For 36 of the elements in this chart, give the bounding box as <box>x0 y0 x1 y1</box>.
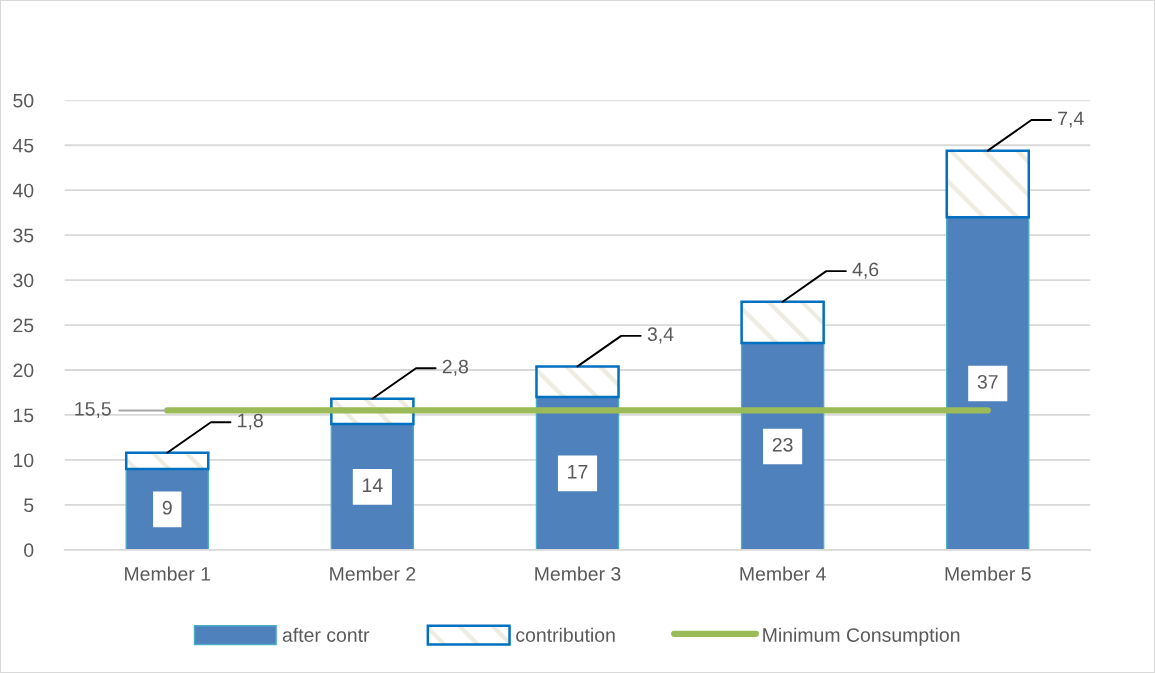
data-label: 37 <box>977 374 998 389</box>
data-label: 15,5 <box>75 402 111 418</box>
x-tick-label: Member 1 <box>125 566 211 581</box>
y-tick-label: 10 <box>13 453 34 468</box>
data-label: 7,4 <box>1058 111 1084 128</box>
legend-label: contribution <box>516 627 615 642</box>
bar <box>535 365 620 399</box>
x-tick-label: Member 3 <box>535 566 621 581</box>
y-tick-label: 45 <box>12 138 34 153</box>
x-tick-label: Member 4 <box>740 566 826 581</box>
bar <box>740 300 825 345</box>
data-label: 23 <box>772 437 793 452</box>
data-label: 17 <box>568 465 588 479</box>
y-tick-label: 30 <box>13 273 34 288</box>
y-tick-label: 50 <box>13 93 34 108</box>
y-tick-label: 5 <box>24 498 34 513</box>
bar <box>124 451 210 471</box>
y-tick-label: 20 <box>13 363 34 378</box>
y-tick-label: 0 <box>24 543 34 558</box>
y-tick-label: 35 <box>13 228 34 243</box>
data-label: 14 <box>363 478 383 492</box>
legend-label: Minimum Consumption <box>763 627 960 646</box>
y-tick-label: 25 <box>13 318 34 333</box>
data-label: 4,6 <box>852 262 879 279</box>
data-label: 9 <box>162 500 172 515</box>
data-label: 3,4 <box>647 327 674 344</box>
data-label: 2,8 <box>442 359 468 376</box>
x-tick-label: Member 5 <box>945 566 1031 581</box>
bar <box>946 216 1030 550</box>
y-tick-label: 15 <box>13 408 34 423</box>
legend-label: after contr <box>282 627 370 642</box>
y-tick-label: 40 <box>12 183 34 198</box>
data-label: 1,8 <box>238 413 263 430</box>
x-tick-label: Member 2 <box>330 566 416 581</box>
bar <box>740 342 825 550</box>
bar <box>945 149 1031 219</box>
